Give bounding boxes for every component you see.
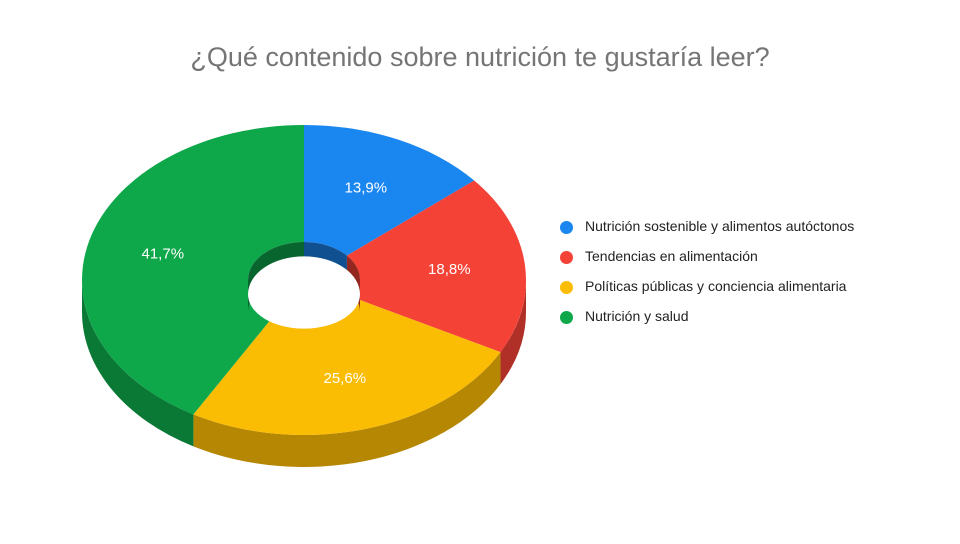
donut-hole bbox=[248, 256, 360, 329]
slice-percentage-label: 41,7% bbox=[142, 246, 185, 263]
legend-label: Tendencias en alimentación bbox=[585, 248, 758, 264]
slice-percentage-label: 18,8% bbox=[428, 261, 471, 278]
chart-title: ¿Qué contenido sobre nutrición te gustar… bbox=[190, 42, 770, 72]
legend-label: Nutrición y salud bbox=[585, 308, 689, 324]
slice-side-wall bbox=[193, 352, 501, 467]
slice-side-wall bbox=[500, 280, 526, 385]
legend-swatch bbox=[560, 251, 573, 264]
legend-item[interactable]: Nutrición y salud bbox=[560, 308, 860, 325]
legend-swatch bbox=[560, 311, 573, 324]
slice-percentage-label: 25,6% bbox=[324, 370, 367, 387]
legend-item[interactable]: Tendencias en alimentación bbox=[560, 248, 860, 265]
pie-slice[interactable] bbox=[193, 297, 501, 435]
slice-percentage-label: 13,9% bbox=[345, 180, 388, 197]
slice-side-wall bbox=[82, 280, 194, 447]
legend: Nutrición sostenible y alimentos autócto… bbox=[560, 218, 860, 338]
legend-label: Políticas públicas y conciencia alimenta… bbox=[585, 278, 847, 294]
legend-item[interactable]: Nutrición sostenible y alimentos autócto… bbox=[560, 218, 860, 235]
legend-label: Nutrición sostenible y alimentos autócto… bbox=[585, 218, 855, 234]
legend-item[interactable]: Políticas públicas y conciencia alimenta… bbox=[560, 278, 860, 295]
pie-slice[interactable] bbox=[81, 124, 304, 415]
legend-swatch bbox=[560, 221, 573, 234]
legend-swatch bbox=[560, 281, 573, 294]
pie-slice[interactable] bbox=[304, 125, 475, 256]
pie-slice[interactable] bbox=[346, 180, 526, 353]
